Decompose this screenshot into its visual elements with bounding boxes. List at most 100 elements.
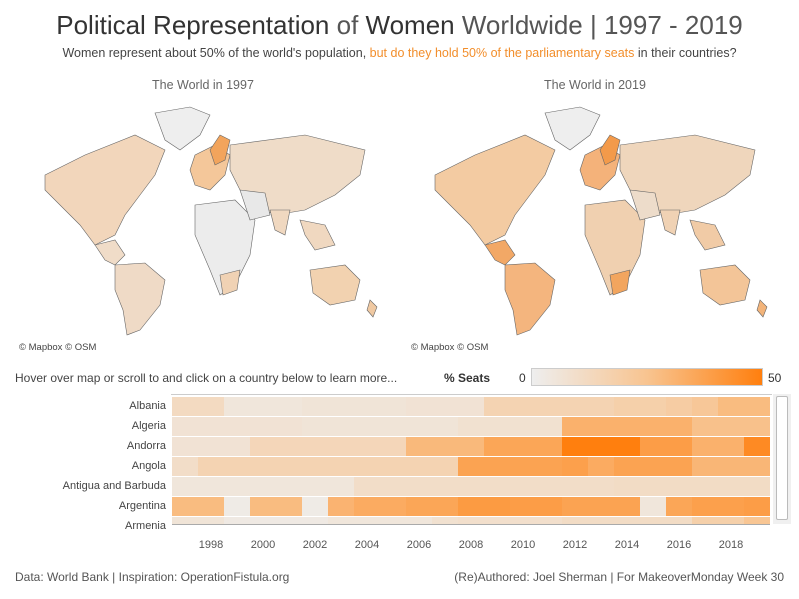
heatmap-cell[interactable] [406, 457, 433, 476]
heatmap-cell[interactable] [718, 497, 745, 516]
heatmap-cell[interactable] [328, 417, 355, 436]
map-2019[interactable] [405, 95, 785, 340]
middle-east-shape[interactable] [629, 189, 661, 221]
heatmap-cell[interactable] [198, 437, 225, 456]
heatmap-cell[interactable] [406, 497, 433, 516]
heatmap-cell[interactable] [224, 417, 251, 436]
middle-east-shape[interactable] [239, 189, 271, 221]
heatmap-cell[interactable] [744, 457, 770, 476]
heatmap-cell[interactable] [640, 437, 667, 456]
heatmap-cell[interactable] [432, 477, 459, 496]
scandinavia-shape[interactable] [599, 134, 621, 166]
heatmap-cell[interactable] [692, 437, 719, 456]
heatmap-cell[interactable] [406, 417, 433, 436]
heatmap-cell[interactable] [692, 497, 719, 516]
heatmap-cell[interactable] [510, 477, 537, 496]
heatmap-cell[interactable] [380, 517, 407, 524]
heatmap-cell[interactable] [172, 517, 199, 524]
heatmap-cell[interactable] [172, 497, 199, 516]
heatmap-cell[interactable] [588, 517, 615, 524]
heatmap-cell[interactable] [562, 437, 589, 456]
heatmap-cell[interactable] [198, 477, 225, 496]
map-1997[interactable] [15, 95, 395, 340]
heatmap-cell[interactable] [484, 437, 511, 456]
greenland-shape[interactable] [544, 106, 601, 151]
heatmap-cell[interactable] [302, 517, 329, 524]
heatmap-cell[interactable] [562, 397, 589, 416]
heatmap-cell[interactable] [224, 497, 251, 516]
heatmap-row-label[interactable]: Armenia [125, 520, 166, 532]
heatmap-cell[interactable] [484, 497, 511, 516]
heatmap-cell[interactable] [692, 477, 719, 496]
heatmap-cell[interactable] [250, 437, 277, 456]
heatmap-cell[interactable] [172, 397, 199, 416]
heatmap-cell[interactable] [458, 457, 485, 476]
heatmap-cell[interactable] [614, 517, 641, 524]
heatmap-cell[interactable] [718, 417, 745, 436]
heatmap-cell[interactable] [588, 417, 615, 436]
new-zealand-shape[interactable] [366, 299, 378, 318]
heatmap-cell[interactable] [562, 517, 589, 524]
heatmap-cell[interactable] [328, 397, 355, 416]
heatmap-cell[interactable] [406, 477, 433, 496]
heatmap-cell[interactable] [172, 477, 199, 496]
heatmap-cell[interactable] [458, 437, 485, 456]
heatmap-cell[interactable] [406, 397, 433, 416]
heatmap-cell[interactable] [276, 397, 303, 416]
heatmap-cell[interactable] [484, 457, 511, 476]
heatmap-cell[interactable] [458, 477, 485, 496]
heatmap-cell[interactable] [172, 417, 199, 436]
heatmap-cell[interactable] [458, 417, 485, 436]
heatmap-cell[interactable] [614, 457, 641, 476]
map-1997-credit[interactable]: © Mapbox © OSM [19, 342, 97, 353]
heatmap-cell[interactable] [432, 437, 459, 456]
heatmap-cell[interactable] [640, 517, 667, 524]
heatmap-cell[interactable] [380, 437, 407, 456]
heatmap-cell[interactable] [354, 477, 381, 496]
heatmap-row-label[interactable]: Argentina [118, 500, 166, 512]
heatmap-cell[interactable] [484, 477, 511, 496]
scrollbar-thumb[interactable] [776, 396, 788, 520]
heatmap-cell[interactable] [432, 517, 459, 524]
heatmap-cell[interactable] [380, 457, 407, 476]
heatmap-cell[interactable] [640, 477, 667, 496]
heatmap-cell[interactable] [302, 477, 329, 496]
heatmap-cell[interactable] [744, 477, 770, 496]
heatmap-cell[interactable] [224, 517, 251, 524]
heatmap-cell[interactable] [666, 477, 693, 496]
heatmap-cell[interactable] [666, 417, 693, 436]
heatmap-cell[interactable] [692, 397, 719, 416]
heatmap-cell[interactable] [328, 437, 355, 456]
heatmap-cell[interactable] [640, 457, 667, 476]
heatmap-cell[interactable] [250, 457, 277, 476]
heatmap-cell[interactable] [510, 457, 537, 476]
heatmap-cell[interactable] [562, 497, 589, 516]
central-america-shape[interactable] [94, 239, 126, 266]
heatmap-cell[interactable] [276, 517, 303, 524]
australia-shape[interactable] [309, 264, 361, 306]
heatmap-row-label[interactable]: Albania [129, 400, 166, 412]
heatmap-cell[interactable] [666, 497, 693, 516]
heatmap-cell[interactable] [276, 457, 303, 476]
heatmap-cell[interactable] [328, 517, 355, 524]
southeast-asia-shape[interactable] [689, 219, 726, 251]
heatmap-row-label[interactable]: Antigua and Barbuda [62, 480, 166, 492]
heatmap-cell[interactable] [666, 517, 693, 524]
heatmap-cell[interactable] [276, 437, 303, 456]
north-america-shape[interactable] [44, 134, 166, 246]
heatmap-cell[interactable] [640, 497, 667, 516]
heatmap-cell[interactable] [536, 437, 563, 456]
heatmap-cell[interactable] [666, 457, 693, 476]
heatmap-cell[interactable] [250, 397, 277, 416]
heatmap-cell[interactable] [224, 397, 251, 416]
heatmap-row-label[interactable]: Angola [131, 460, 166, 472]
heatmap-cell[interactable] [510, 437, 537, 456]
heatmap-cell[interactable] [718, 457, 745, 476]
heatmap-cell[interactable] [198, 457, 225, 476]
central-america-shape[interactable] [484, 239, 516, 266]
heatmap-cell[interactable] [354, 397, 381, 416]
heatmap-cell[interactable] [692, 517, 719, 524]
heatmap-cell[interactable] [380, 397, 407, 416]
heatmap-cell[interactable] [588, 457, 615, 476]
heatmap-cell[interactable] [198, 417, 225, 436]
